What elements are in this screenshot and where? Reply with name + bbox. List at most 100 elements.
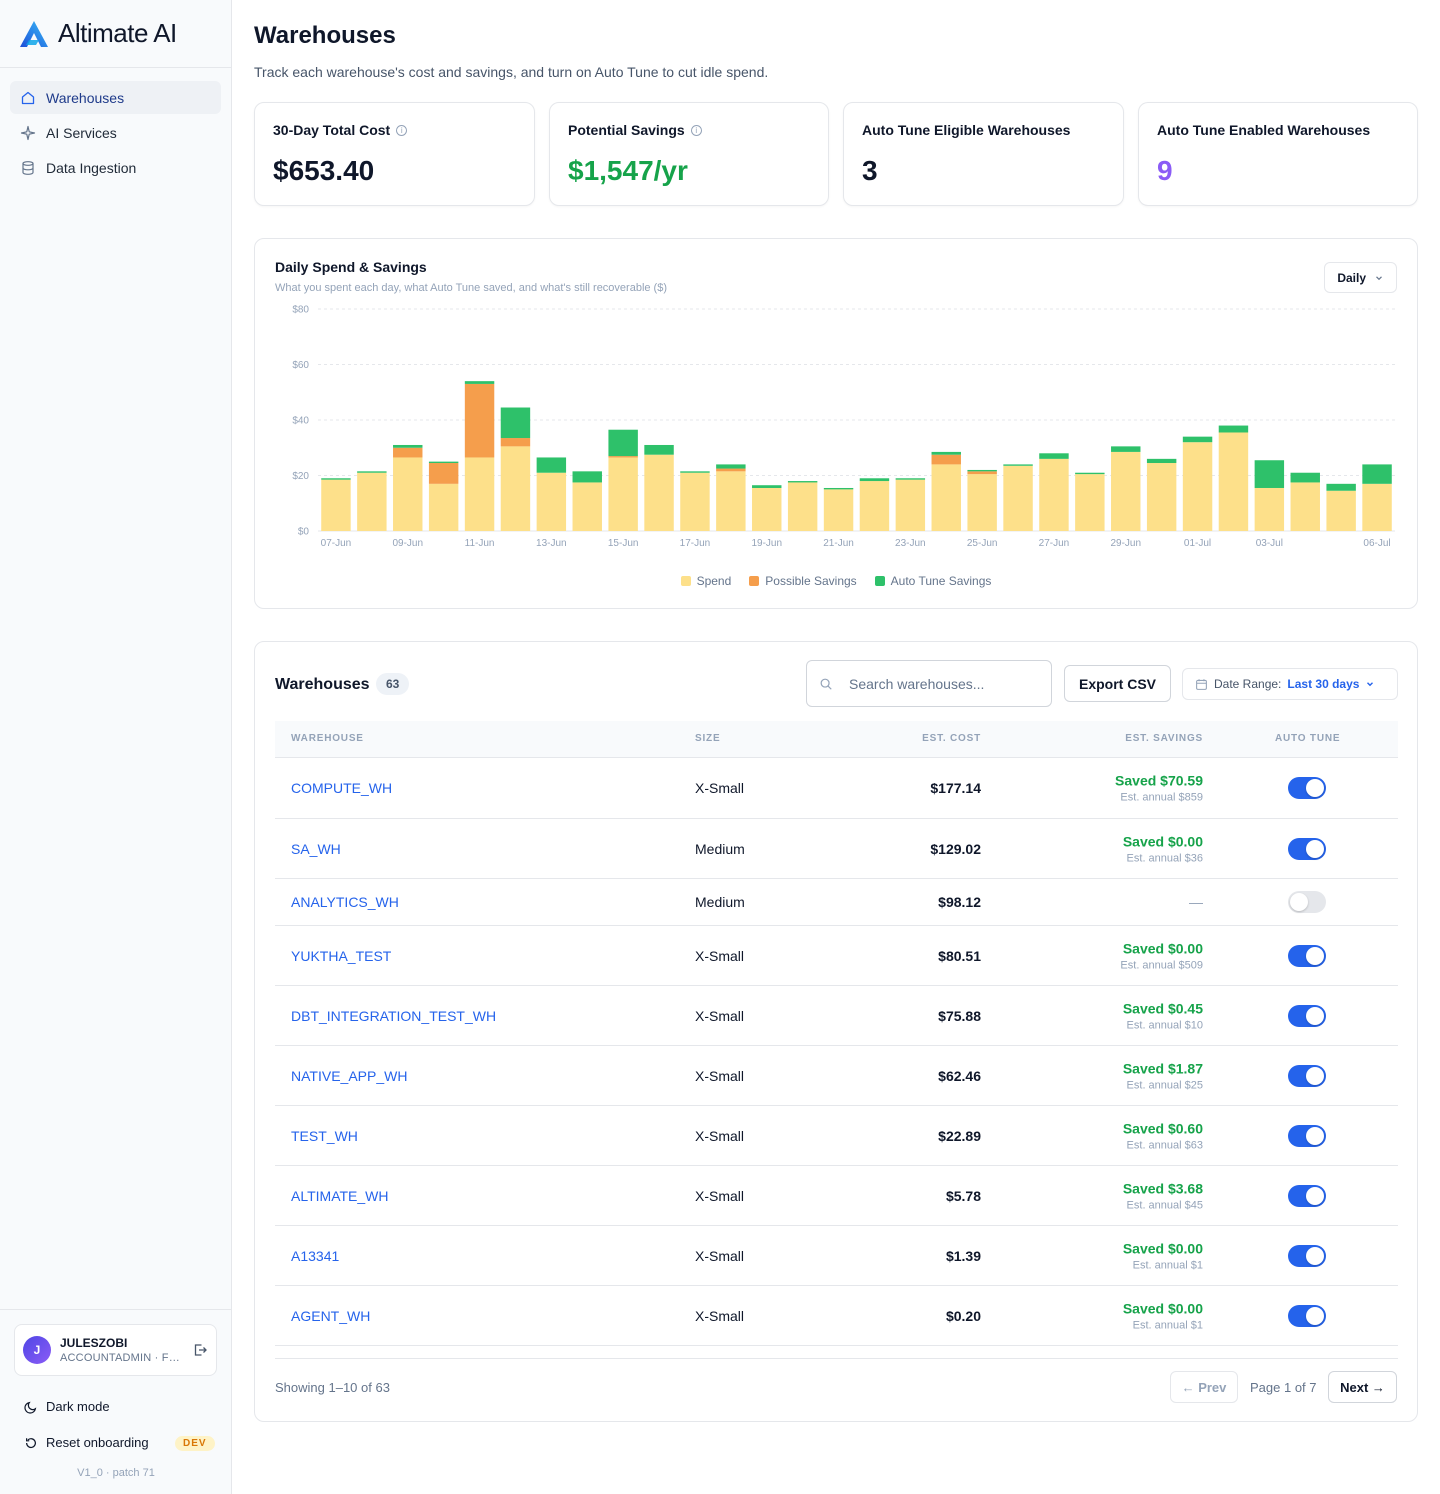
search-input[interactable] <box>849 675 1029 692</box>
altimate-logo-icon <box>20 20 48 47</box>
auto-tune-toggle[interactable] <box>1288 891 1326 913</box>
bar-segment-spend <box>1362 483 1392 531</box>
warehouse-link[interactable]: AGENT_WH <box>291 1307 371 1324</box>
auto-tune-toggle[interactable] <box>1288 1124 1326 1147</box>
sidebar-item-warehouses[interactable]: Warehouses <box>10 81 221 114</box>
annual-estimate: Est. annual $63 <box>1126 1139 1203 1151</box>
warehouse-cost: $129.02 <box>930 840 981 857</box>
showing-count: Showing 1–10 of 63 <box>275 1380 390 1395</box>
warehouse-link[interactable]: DBT_INTEGRATION_TEST_WH <box>291 1007 497 1024</box>
toggle-knob <box>1306 1066 1324 1085</box>
saved-amount: Saved $3.68 <box>1122 1180 1203 1196</box>
warehouse-link[interactable]: SA_WH <box>291 840 341 857</box>
bar-segment-auto-tune-savings <box>1362 464 1392 484</box>
bar-segment-spend <box>716 471 746 531</box>
bar-segment-auto-tune-savings <box>464 381 495 384</box>
avatar: J <box>23 1336 51 1364</box>
auto-tune-toggle[interactable] <box>1288 1304 1326 1327</box>
reset-onboarding-button[interactable]: Reset onboarding <box>24 1435 149 1450</box>
database-icon <box>22 160 34 175</box>
toggle-knob <box>1306 946 1324 965</box>
bar-segment-auto-tune-savings <box>1182 436 1213 443</box>
auto-tune-toggle[interactable] <box>1288 837 1326 860</box>
x-tick-label: 19-Jun <box>751 538 782 549</box>
stat-label: Potential Savings <box>568 122 685 138</box>
x-tick-label: 11-Jun <box>465 538 495 549</box>
logout-icon[interactable] <box>192 1342 208 1358</box>
warehouse-link[interactable]: ALTIMATE_WH <box>291 1187 389 1204</box>
saved-amount: Saved $0.45 <box>1122 1000 1203 1016</box>
bar-segment-spend <box>536 472 567 531</box>
auto-tune-toggle[interactable] <box>1288 1064 1326 1087</box>
bar-segment-spend <box>1003 465 1033 531</box>
bar-segment-auto-tune-savings <box>931 451 961 455</box>
column-header-auto-tune[interactable]: AUTO TUNE <box>1275 733 1341 744</box>
page-indicator: Page 1 of 7 <box>1250 1380 1317 1395</box>
page-title: Warehouses <box>254 22 396 49</box>
date-range-select[interactable]: Date Range: Last 30 days <box>1182 668 1398 700</box>
y-tick-label: $40 <box>292 416 309 427</box>
dark-mode-label: Dark mode <box>46 1399 110 1414</box>
stat-label: Auto Tune Eligible Warehouses <box>862 122 1071 138</box>
warehouse-savings: Saved $0.00 Est. annual $36 <box>1123 833 1203 864</box>
warehouse-cost: $0.20 <box>945 1307 981 1324</box>
auto-tune-toggle[interactable] <box>1288 777 1326 799</box>
page-subtitle: Track each warehouse's cost and savings,… <box>254 64 769 80</box>
next-page-button[interactable]: Next → <box>1328 1371 1397 1403</box>
column-header-warehouse[interactable]: WAREHOUSE <box>291 733 364 744</box>
warehouse-size: Medium <box>695 894 745 910</box>
warehouse-link[interactable]: ANALYTICS_WH <box>291 894 399 910</box>
divider <box>0 67 231 68</box>
warehouse-cost: $98.12 <box>938 894 981 910</box>
toggle-knob <box>1306 1186 1324 1205</box>
auto-tune-toggle[interactable] <box>1288 1244 1326 1267</box>
export-csv-button[interactable]: Export CSV <box>1064 665 1171 702</box>
info-icon[interactable]: i <box>396 124 408 136</box>
table-row: AGENT_WH X-Small $0.20 Saved $0.00 Est. … <box>275 1286 1398 1346</box>
bar-segment-spend <box>967 474 997 531</box>
version-label: V1_0 · patch 71 <box>77 1467 155 1479</box>
bar-segment-auto-tune-savings <box>1290 472 1320 483</box>
bar-segment-spend <box>1290 482 1320 531</box>
annual-estimate: Est. annual $509 <box>1120 959 1203 971</box>
stat-value: 3 <box>862 155 878 186</box>
info-icon[interactable]: i <box>690 124 702 136</box>
auto-tune-toggle[interactable] <box>1288 1004 1326 1027</box>
column-header-est-savings[interactable]: EST. SAVINGS <box>1125 733 1203 744</box>
sidebar-item-data-ingestion[interactable]: Data Ingestion <box>10 151 221 184</box>
warehouse-link[interactable]: A13341 <box>291 1247 340 1264</box>
warehouse-savings: Saved $0.00 Est. annual $509 <box>1120 940 1203 971</box>
warehouse-link[interactable]: COMPUTE_WH <box>291 780 393 796</box>
user-card[interactable]: J JULESZOBI ACCOUNTADMIN · FULL ACCESS <box>14 1324 217 1376</box>
auto-tune-toggle[interactable] <box>1288 944 1326 967</box>
warehouse-link[interactable]: YUKTHA_TEST <box>291 947 392 964</box>
column-header-size[interactable]: SIZE <box>695 733 721 744</box>
toggle-knob <box>1290 893 1308 911</box>
bar-segment-spend <box>1218 432 1249 531</box>
bar-segment-auto-tune-savings <box>1075 472 1105 475</box>
search-box[interactable] <box>806 660 1052 707</box>
stat-card-enabled-warehouses: Auto Tune Enabled Warehouses 9 <box>1138 102 1418 206</box>
y-tick-label: $60 <box>292 360 309 371</box>
warehouse-savings: Saved $3.68 Est. annual $45 <box>1123 1180 1203 1211</box>
warehouse-link[interactable]: NATIVE_APP_WH <box>291 1067 408 1084</box>
table-header: WAREHOUSE SIZE EST. COST EST. SAVINGS AU… <box>275 721 1398 758</box>
warehouse-link[interactable]: TEST_WH <box>291 1127 358 1144</box>
bar-segment-auto-tune-savings <box>321 478 351 480</box>
bar-segment-possible-savings <box>931 454 961 465</box>
dark-mode-toggle[interactable]: Dark mode <box>24 1399 110 1414</box>
bar-segment-auto-tune-savings <box>1326 483 1356 491</box>
bar-segment-auto-tune-savings <box>680 471 710 473</box>
period-select[interactable]: Daily <box>1324 262 1397 293</box>
sidebar-item-ai-services[interactable]: AI Services <box>10 116 221 149</box>
table-row: NATIVE_APP_WH X-Small $62.46 Saved $1.87… <box>275 1046 1398 1106</box>
prev-page-button[interactable]: ← Prev <box>1170 1371 1238 1403</box>
bar-segment-auto-tune-savings <box>1146 458 1177 464</box>
brand-logo[interactable]: Altimate AI <box>18 18 177 49</box>
auto-tune-toggle[interactable] <box>1288 1184 1326 1207</box>
column-header-est-cost[interactable]: EST. COST <box>922 733 981 744</box>
bar-segment-auto-tune-savings <box>859 478 890 482</box>
bar-segment-spend <box>1075 474 1105 531</box>
stat-card-total-cost: 30-Day Total Cost i $653.40 <box>254 102 535 206</box>
bar-segment-spend <box>321 479 351 531</box>
